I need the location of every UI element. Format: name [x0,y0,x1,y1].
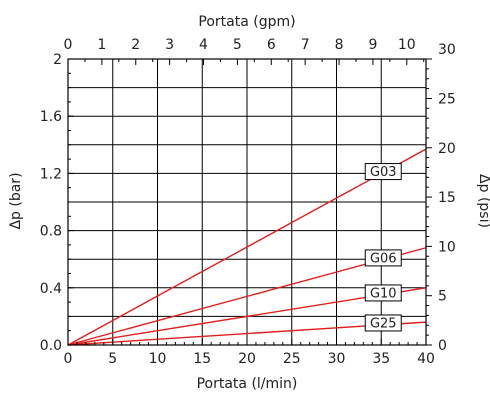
x2-tick-label: 8 [335,37,344,53]
x2-tick-label: 7 [301,37,310,53]
x2-tick-label: 4 [199,37,208,53]
x2-tick-label: 0 [64,37,73,53]
x2-tick-label: 3 [165,37,174,53]
y2-tick-label: 25 [438,91,456,107]
y-tick-label: 2 [53,52,62,68]
x2-tick-label: 6 [267,37,276,53]
y-tick-label: 1.2 [40,166,62,182]
series-line-g03 [67,148,427,346]
series-label-g06: G06 [364,249,402,267]
grid-layer [68,59,426,345]
series-label-text: G25 [370,316,397,331]
series-label-box [364,249,402,267]
series-label-g03: G03 [364,163,402,181]
y-tick-label: 0.4 [40,281,62,297]
x-tick-label: 10 [149,351,167,367]
y-axis-title: Δp (bar) [8,172,24,229]
x-tick-label: 0 [64,351,73,367]
series-label-text: G10 [370,286,397,301]
y2-tick-label: 0 [438,338,447,354]
x2-tick-label: 10 [398,37,416,53]
y2-tick-label: 5 [438,289,447,305]
y2-tick-label: 30 [438,42,456,58]
x2-tick-label: 2 [131,37,140,53]
y-tick-label: 0.0 [40,338,62,354]
x2-axis-title: Portata (gpm) [198,14,295,30]
series-label-g10: G10 [364,284,402,302]
y2-tick-label: 15 [438,190,456,206]
x-tick-label: 20 [238,351,256,367]
series-label-text: G06 [370,251,397,266]
y2-axis-title: Δp (psi) [476,174,490,228]
label-layer: G03 G06 G10 G25 [364,163,402,332]
x-axis-title: Portata (l/min) [197,376,298,392]
series-label-g25: G25 [364,314,402,332]
y-tick-label: 0.8 [40,224,62,240]
y2-tick-label: 20 [438,141,456,157]
x-tick-label: 25 [283,351,301,367]
y2-tick-label: 10 [438,239,456,255]
x-tick-label: 5 [108,351,117,367]
series-label-box [364,284,402,302]
x2-tick-label: 1 [97,37,106,53]
x2-tick-label: 9 [368,37,377,53]
tick-layer: 0 5 10 15 20 25 30 35 400 1 2 3 4 5 6 7 8 9 100.00.40.81.2… [40,37,456,367]
x-tick-label: 35 [372,351,390,367]
series-label-box [364,163,402,181]
x-tick-label: 30 [328,351,346,367]
x-tick-label: 15 [193,351,211,367]
x-tick-label: 40 [417,351,435,367]
y-tick-label: 1.6 [40,109,62,125]
x2-tick-label: 5 [233,37,242,53]
series-label-box [364,314,402,332]
series-label-text: G03 [370,165,397,180]
